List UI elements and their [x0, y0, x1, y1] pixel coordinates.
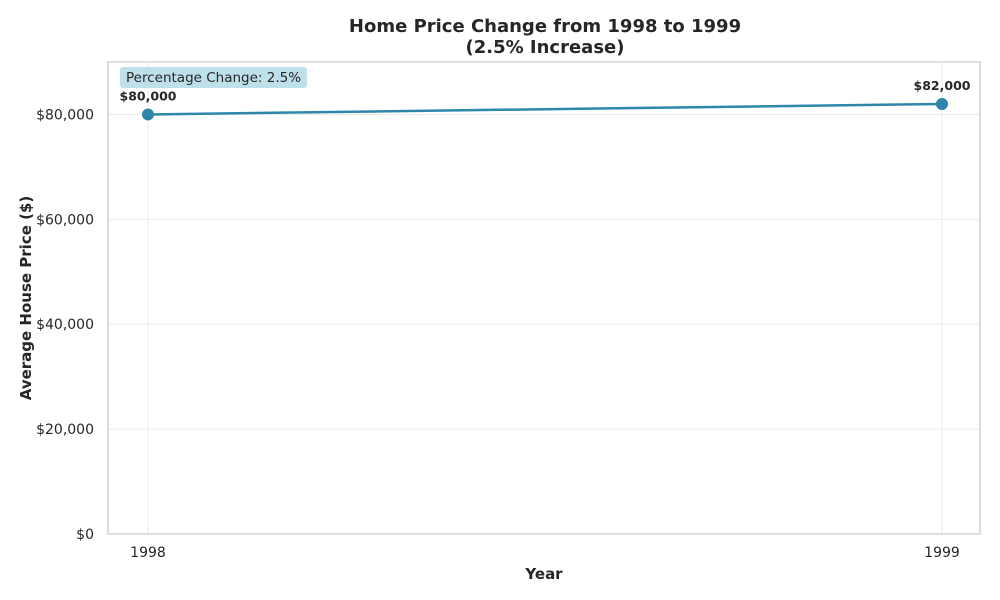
- x-axis-label: Year: [524, 565, 563, 583]
- chart-title: Home Price Change from 1998 to 1999: [349, 16, 741, 37]
- data-labels: $80,000 $82,000: [120, 78, 971, 103]
- x-tick-labels: 1998 1999: [130, 545, 960, 561]
- grid-layer: [108, 62, 980, 534]
- annotation-background: [120, 67, 308, 88]
- data-point: [936, 97, 948, 110]
- y-tick-label: $20,000: [36, 422, 94, 438]
- y-tick-label: $0: [76, 527, 94, 543]
- series-layer: [142, 97, 948, 121]
- y-axis-label: Average House Price ($): [17, 196, 35, 401]
- annotation-box: Percentage Change: 2.5%: [120, 67, 308, 88]
- data-point: [142, 108, 154, 121]
- chart-subtitle: (2.5% Increase): [466, 37, 625, 58]
- plot-frame: [107, 61, 981, 535]
- annotation-text: Percentage Change: 2.5%: [126, 70, 301, 86]
- y-tick-labels: $0 $20,000 $40,000 $60,000 $80,000: [36, 107, 94, 543]
- y-tick-label: $80,000: [36, 107, 94, 123]
- x-tick-label: 1998: [130, 545, 166, 561]
- series-line: [147, 102, 943, 116]
- x-tick-label: 1999: [924, 545, 960, 561]
- y-tick-label: $40,000: [36, 317, 94, 333]
- data-label: $80,000: [120, 88, 177, 103]
- data-label: $82,000: [914, 78, 971, 93]
- y-tick-label: $60,000: [36, 212, 94, 228]
